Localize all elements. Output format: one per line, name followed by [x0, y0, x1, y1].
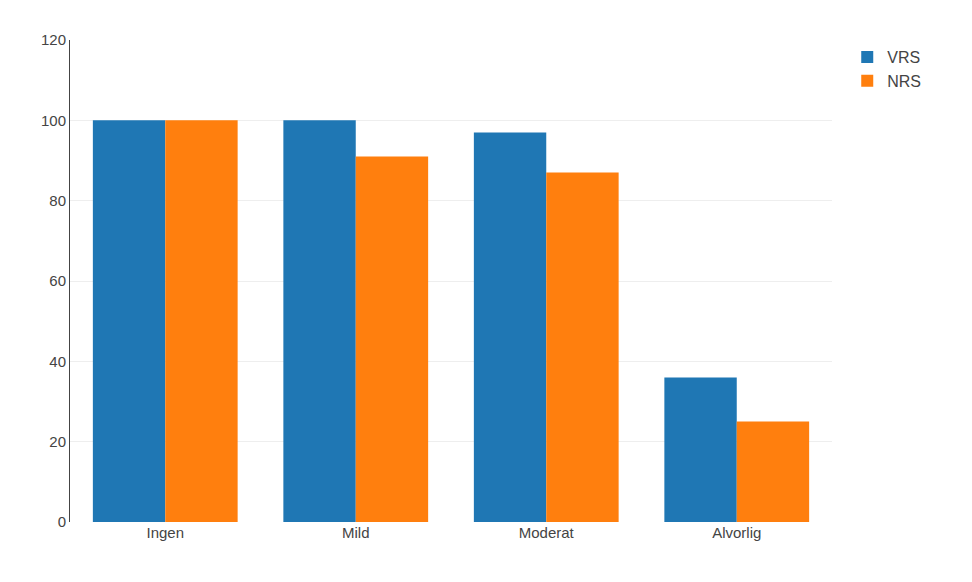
- svg-text:Moderat: Moderat: [519, 524, 575, 541]
- svg-text:100: 100: [41, 112, 66, 129]
- svg-text:Mild: Mild: [342, 524, 370, 541]
- svg-text:80: 80: [49, 192, 66, 209]
- svg-text:0: 0: [58, 513, 66, 530]
- svg-text:20: 20: [49, 433, 66, 450]
- svg-text:VRS: VRS: [887, 49, 920, 66]
- svg-text:Ingen: Ingen: [146, 524, 184, 541]
- svg-text:120: 120: [41, 31, 66, 48]
- svg-text:NRS: NRS: [887, 73, 921, 90]
- svg-text:60: 60: [49, 272, 66, 289]
- svg-text:40: 40: [49, 353, 66, 370]
- svg-text:Alvorlig: Alvorlig: [712, 524, 761, 541]
